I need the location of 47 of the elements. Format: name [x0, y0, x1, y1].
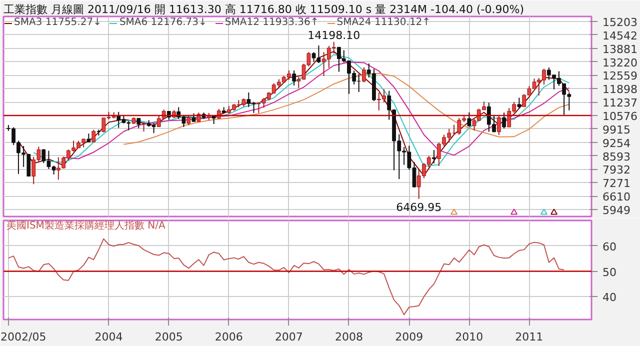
legend-label: SMA3 11755.27↓: [14, 17, 102, 28]
candlestick: [517, 97, 522, 109]
y-tick-label: 9915: [602, 123, 630, 136]
annotation: 14198.10: [308, 28, 360, 42]
line-series: [63, 62, 570, 160]
y-tick-label: 5949: [602, 204, 630, 218]
y-tick-label: 13220: [602, 56, 638, 70]
candlestick: [292, 70, 296, 86]
candlestick: [362, 66, 366, 83]
y-tick-label: 7271: [602, 177, 630, 190]
candlestick: [136, 118, 141, 129]
annotation: 6469.95: [396, 200, 442, 214]
y-tick-label: 60: [602, 240, 616, 254]
candlestick: [216, 108, 221, 120]
legend-label: SMA24 11130.12↑: [336, 17, 431, 28]
x-tick-label: 2002/05: [0, 330, 46, 344]
y-tick-label: 40: [602, 291, 616, 304]
y-tick-label: 13881: [602, 42, 638, 56]
x-tick-label: 2005: [154, 330, 183, 344]
y-tick-label: 7932: [602, 164, 630, 177]
x-tick-label: 2007: [274, 330, 303, 344]
x-tick-label: 2011: [515, 330, 544, 344]
x-tick-label: 2009: [395, 330, 424, 344]
x-tick-label: 2010: [455, 330, 484, 344]
legend-label: SMA6 12176.73↓: [119, 17, 207, 28]
candlestick: [432, 150, 436, 164]
candlestick: [496, 114, 501, 136]
y-tick-label: 9254: [602, 136, 630, 150]
chart-title: 工業指數 月線圖 2011/09/16 開 11613.30 高 11716.80 收 11509.10 s 量 2314M -104.40 (-0.90%): [4, 3, 524, 16]
y-tick-label: 12559: [602, 70, 638, 83]
x-tick-label: 2008: [334, 330, 363, 344]
y-tick-label: 11237: [602, 96, 638, 110]
y-tick-label: 15203: [602, 16, 638, 29]
candlestick: [92, 129, 96, 142]
x-tick-label: 2004: [94, 330, 123, 344]
candlestick: [502, 112, 506, 129]
candlestick: [467, 112, 472, 128]
legend-label: SMA12 11933.36↑: [224, 17, 319, 28]
y-tick-label: 50: [602, 266, 616, 279]
x-tick-label: 2006: [214, 330, 243, 344]
line-series: [8, 238, 565, 316]
y-tick-label: 11898: [602, 83, 638, 96]
y-tick-label: 6610: [602, 190, 630, 204]
y-tick-label: 8593: [602, 150, 630, 164]
candlestick: [186, 115, 191, 126]
y-tick-label: 10576: [602, 110, 638, 123]
y-tick-label: 14542: [602, 29, 638, 42]
